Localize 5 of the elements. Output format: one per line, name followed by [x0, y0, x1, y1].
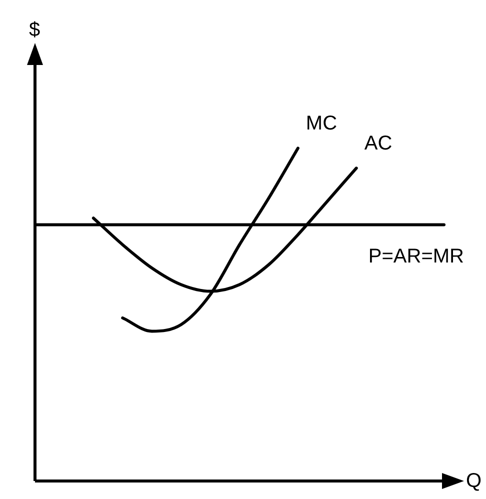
text: $ — [29, 19, 40, 41]
series-label: MC — [306, 112, 338, 135]
x-axis-title: Q — [466, 470, 482, 492]
series-label: P=AR=MR — [368, 245, 464, 268]
series-label: AC — [364, 132, 392, 155]
